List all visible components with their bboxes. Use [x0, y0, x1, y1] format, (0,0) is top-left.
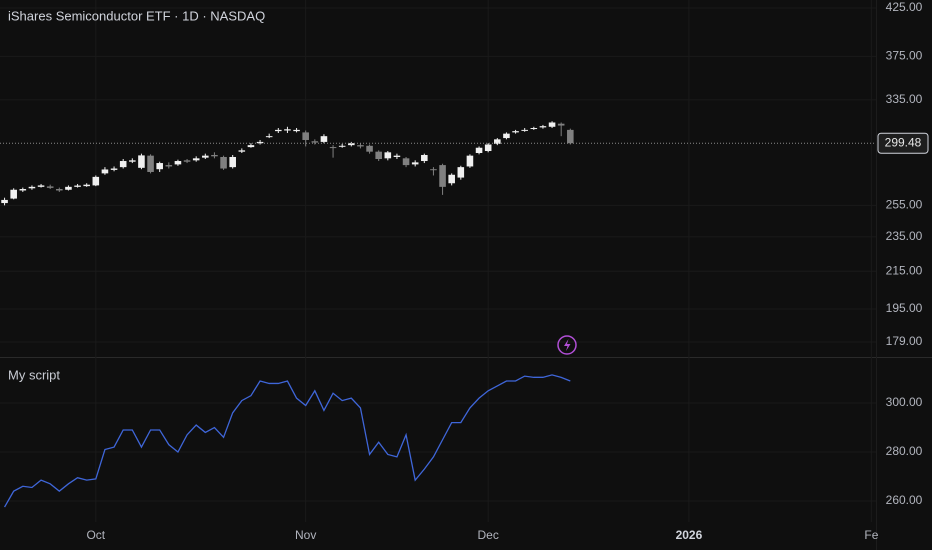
candle-body — [110, 168, 118, 170]
candle-body — [320, 136, 328, 142]
candle-body — [229, 156, 236, 168]
candle-body — [421, 154, 428, 162]
x-tick-label: Nov — [295, 528, 316, 542]
candle-body — [220, 156, 227, 169]
candle-body — [293, 129, 300, 132]
candle-body — [484, 144, 492, 152]
x-tick-label: Dec — [478, 528, 499, 542]
y-tick-label: 215.00 — [886, 263, 923, 277]
y-tick-label: 179.00 — [886, 334, 923, 348]
candle-body — [466, 155, 474, 167]
candle-body — [557, 123, 565, 126]
candle-body — [448, 174, 455, 184]
candle-body — [348, 143, 355, 146]
candle-body — [357, 145, 364, 147]
candle-body — [101, 169, 109, 174]
candle-body — [530, 128, 538, 130]
candle-body — [548, 122, 556, 127]
x-tick-label: Fe — [864, 528, 878, 542]
candle-body — [92, 176, 100, 186]
candle-body — [338, 145, 346, 147]
candle-body — [119, 161, 127, 168]
candle-body — [457, 167, 465, 178]
candle-body — [65, 186, 72, 190]
candle-body — [247, 145, 255, 148]
candle-body — [19, 189, 27, 191]
candle-body — [265, 136, 273, 138]
candle-body — [375, 151, 382, 159]
candle-body — [211, 154, 218, 157]
candle-body — [37, 185, 45, 187]
y-tick-label: 425.00 — [886, 0, 923, 14]
candle-body — [183, 160, 191, 162]
candle-body — [521, 129, 528, 131]
candle-body — [284, 129, 291, 131]
candle-body — [129, 160, 136, 162]
y-tick-label: 260.00 — [886, 493, 923, 507]
candle-body — [512, 131, 519, 133]
candle-body — [256, 141, 264, 144]
candle-body — [275, 129, 282, 132]
y-tick-label: 375.00 — [886, 49, 923, 63]
candle-body — [83, 184, 90, 187]
candle-body — [46, 186, 54, 188]
candle-body — [28, 186, 36, 189]
y-tick-label: 195.00 — [886, 301, 923, 315]
candle-body — [311, 141, 319, 143]
candle-body — [329, 147, 337, 149]
candle-body — [56, 189, 63, 191]
candle-body — [494, 139, 501, 144]
chart-title: iShares Semiconductor ETF · 1D · NASDAQ — [8, 8, 265, 23]
candle-body — [402, 158, 410, 166]
y-tick-label: 255.00 — [886, 198, 923, 212]
candle-body — [503, 133, 510, 139]
candle-body — [439, 165, 446, 187]
last-price-label: 299.48 — [885, 135, 922, 149]
candle-body — [165, 165, 173, 167]
candle-body — [366, 145, 373, 152]
candle-body — [138, 155, 145, 168]
candle-body — [202, 155, 209, 158]
candle-body — [384, 152, 392, 159]
candle-body — [238, 150, 246, 152]
x-tick-label: Oct — [86, 528, 105, 542]
alert-icon[interactable] — [557, 335, 577, 355]
candle-body — [411, 162, 419, 165]
x-tick-label: 2026 — [676, 528, 703, 542]
candle-body — [430, 169, 437, 171]
candle-body — [302, 132, 309, 140]
candle-body — [10, 189, 17, 199]
indicator-line — [3, 374, 571, 508]
y-tick-label: 235.00 — [886, 229, 923, 243]
plot-area — [0, 0, 876, 522]
candle-body — [567, 129, 574, 144]
pane-title: My script — [8, 367, 60, 382]
candle-body — [74, 185, 81, 187]
candle-body — [174, 161, 182, 165]
candle-body — [539, 126, 547, 128]
y-tick-label: 300.00 — [886, 395, 923, 409]
candle-body — [393, 155, 401, 157]
candle-body — [156, 163, 163, 170]
candle-body — [147, 155, 154, 172]
last-price-box — [877, 132, 929, 154]
candle-body — [1, 199, 8, 204]
y-tick-label: 335.00 — [886, 92, 923, 106]
candle-body — [192, 158, 200, 161]
candle-body — [475, 147, 483, 153]
y-tick-label: 280.00 — [886, 444, 923, 458]
